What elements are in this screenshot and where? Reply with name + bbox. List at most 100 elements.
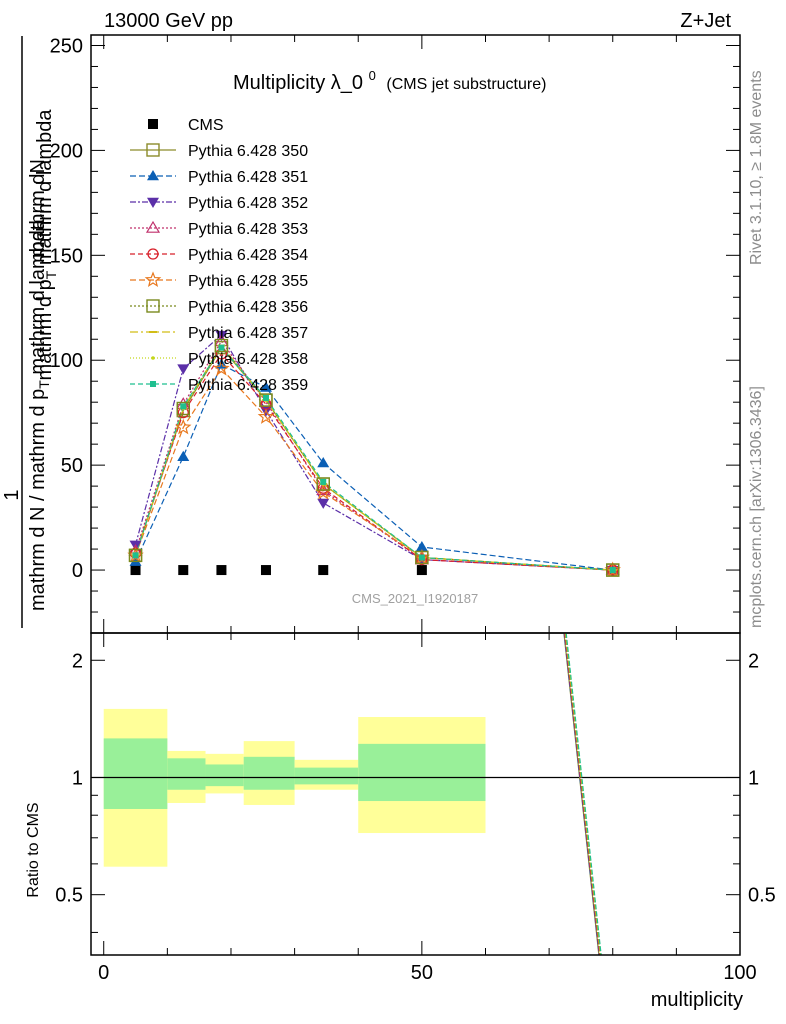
legend-label: Pythia 6.428 353 bbox=[188, 221, 308, 238]
legend-marker bbox=[148, 119, 158, 129]
ylabel-one: 1 bbox=[1, 489, 23, 500]
series-6-point bbox=[213, 359, 230, 376]
watermark: CMS_2021_I1920187 bbox=[352, 591, 479, 606]
series-6-line bbox=[134, 367, 613, 571]
ratio-y-tick-label-right: 0.5 bbox=[748, 885, 776, 907]
legend-marker bbox=[147, 197, 159, 208]
plot-title: Multiplicity λ_0 0 (CMS jet substructure… bbox=[233, 63, 546, 94]
series-6-point bbox=[413, 548, 431, 565]
series-5-line bbox=[134, 352, 613, 571]
series-10-point bbox=[609, 567, 616, 574]
y-tick-label: 150 bbox=[50, 245, 83, 267]
series-6-point bbox=[604, 561, 621, 578]
uncertainty-band-inner bbox=[243, 756, 295, 790]
svg-text:Multiplicity λ_0 0: Multiplicity λ_0 0 (CMS jet substructure… bbox=[233, 63, 546, 94]
header-right-label: Z+Jet bbox=[680, 10, 731, 32]
y-tick-label: 0 bbox=[72, 560, 83, 582]
x-axis-label: multiplicity bbox=[651, 989, 743, 1011]
series-10-point bbox=[418, 554, 425, 561]
legend-marker bbox=[147, 248, 159, 260]
series-0-point bbox=[130, 565, 141, 576]
ratio-series-line bbox=[565, 632, 602, 956]
series-10-point bbox=[320, 478, 327, 485]
series-2-point bbox=[259, 381, 272, 392]
legend-label: Pythia 6.428 351 bbox=[188, 169, 308, 186]
series-7-point bbox=[316, 477, 330, 491]
series-10-point bbox=[262, 394, 269, 401]
legend-label: Pythia 6.428 352 bbox=[188, 195, 308, 212]
series-7-point bbox=[214, 338, 229, 353]
x-tick-label: 0 bbox=[98, 962, 109, 984]
series-3-point bbox=[177, 364, 190, 375]
series-10-point bbox=[180, 403, 187, 410]
uncertainty-band-inner bbox=[294, 767, 359, 785]
series-0-point bbox=[318, 565, 329, 576]
series-3-point bbox=[317, 498, 330, 509]
legend-marker bbox=[146, 299, 160, 313]
series-7-point bbox=[415, 550, 429, 565]
uncertainty-band-inner bbox=[205, 764, 244, 787]
legend: CMS Pythia 6.428 350 Pythia 6.428 351 Pythi… bbox=[130, 117, 308, 394]
series-7-point bbox=[176, 401, 190, 416]
series-0-point bbox=[216, 565, 227, 576]
main-plot-ticks: 0 50 100 150 200 250 bbox=[50, 35, 741, 634]
legend-label: Pythia 6.428 354 bbox=[188, 247, 308, 264]
legend-label: Pythia 6.428 357 bbox=[188, 325, 308, 342]
series-6-point bbox=[127, 546, 144, 563]
series-10-point bbox=[132, 552, 139, 559]
mcplots-note: mcplots.cern.ch [arXiv:1306.3436] bbox=[748, 386, 765, 628]
x-tick-label: 50 bbox=[411, 962, 433, 984]
series-7-point bbox=[606, 563, 620, 577]
ratio-y-tick-label: 0.5 bbox=[55, 885, 83, 907]
ratio-y-tick-label-right: 2 bbox=[748, 650, 759, 672]
legend-marker bbox=[145, 220, 161, 233]
legend-label: Pythia 6.428 359 bbox=[188, 377, 308, 394]
legend-marker bbox=[150, 381, 156, 387]
series-2-point bbox=[317, 457, 330, 468]
title-subtitle: (CMS jet substructure) bbox=[386, 76, 546, 93]
legend-label: Pythia 6.428 350 bbox=[188, 143, 308, 160]
legend-marker bbox=[144, 271, 162, 288]
legend-marker bbox=[151, 356, 155, 360]
title-main: Multiplicity λ_0 bbox=[233, 72, 363, 94]
series-0-point bbox=[416, 565, 427, 576]
legend-marker bbox=[146, 143, 160, 157]
uncertainty-band-inner bbox=[167, 758, 206, 790]
ratio-y-tick-label: 1 bbox=[72, 767, 83, 789]
series-7-point bbox=[128, 548, 143, 563]
ratio-plot-panel: 0.5 0.5 1 1 2 2 0 50 100 bbox=[55, 632, 776, 984]
series-7-point bbox=[259, 393, 273, 407]
ylabel-numerator: mathrm dN bbox=[27, 159, 49, 258]
svg-text:mathrm dN: mathrm dN bbox=[27, 159, 49, 258]
series-10-point bbox=[218, 344, 225, 351]
y-tick-label: 250 bbox=[50, 35, 83, 57]
y-tick-label: 50 bbox=[61, 455, 83, 477]
series-5-point bbox=[607, 564, 619, 576]
y-tick-label: 200 bbox=[50, 140, 83, 162]
ylabel-subnum-rest: mathrm d lambda bbox=[34, 109, 56, 271]
ratio-plot-ticks: 0.5 0.5 1 1 2 2 0 50 100 bbox=[55, 633, 776, 984]
ratio-ylabel: Ratio to CMS bbox=[25, 802, 42, 897]
main-plot-panel: CMS_2021_I1920187 Multiplicity λ_0 0 (CM… bbox=[50, 34, 741, 634]
series-2-point bbox=[415, 540, 428, 552]
legend-marker bbox=[147, 170, 159, 181]
legend-label: CMS bbox=[188, 117, 224, 134]
ylabel-den-main: mathrm d N / mathrm d p bbox=[27, 389, 49, 611]
y-tick-label: 100 bbox=[50, 350, 83, 372]
ylabel-den-rest: mathrm d lambda bbox=[27, 218, 49, 380]
uncertainty-band-inner bbox=[103, 738, 168, 809]
title-superscript: 0 bbox=[369, 68, 376, 83]
svg-text:mathrm d pT mathrm d lambda: mathrm d pT mathrm d lambda bbox=[34, 109, 59, 381]
series-6-point bbox=[257, 408, 275, 424]
legend-label: Pythia 6.428 356 bbox=[188, 299, 308, 316]
rivet-note: Rivet 3.1.10, ≥ 1.8M events bbox=[748, 70, 765, 265]
series-2-point bbox=[177, 450, 190, 461]
series-0-point bbox=[260, 565, 271, 576]
uncertainty-band-inner bbox=[358, 743, 486, 802]
series-2-line bbox=[134, 363, 613, 571]
main-ylabel: mathrm dN mathrm d pT mathrm d lambda 1 … bbox=[1, 36, 59, 628]
svg-text:mathrm d N / mathrm d pT mathr: mathrm d N / mathrm d pT mathrm d lambda bbox=[27, 218, 52, 611]
ylabel-subnum-main: mathrm d p bbox=[34, 279, 56, 380]
series-6-point bbox=[175, 418, 192, 435]
